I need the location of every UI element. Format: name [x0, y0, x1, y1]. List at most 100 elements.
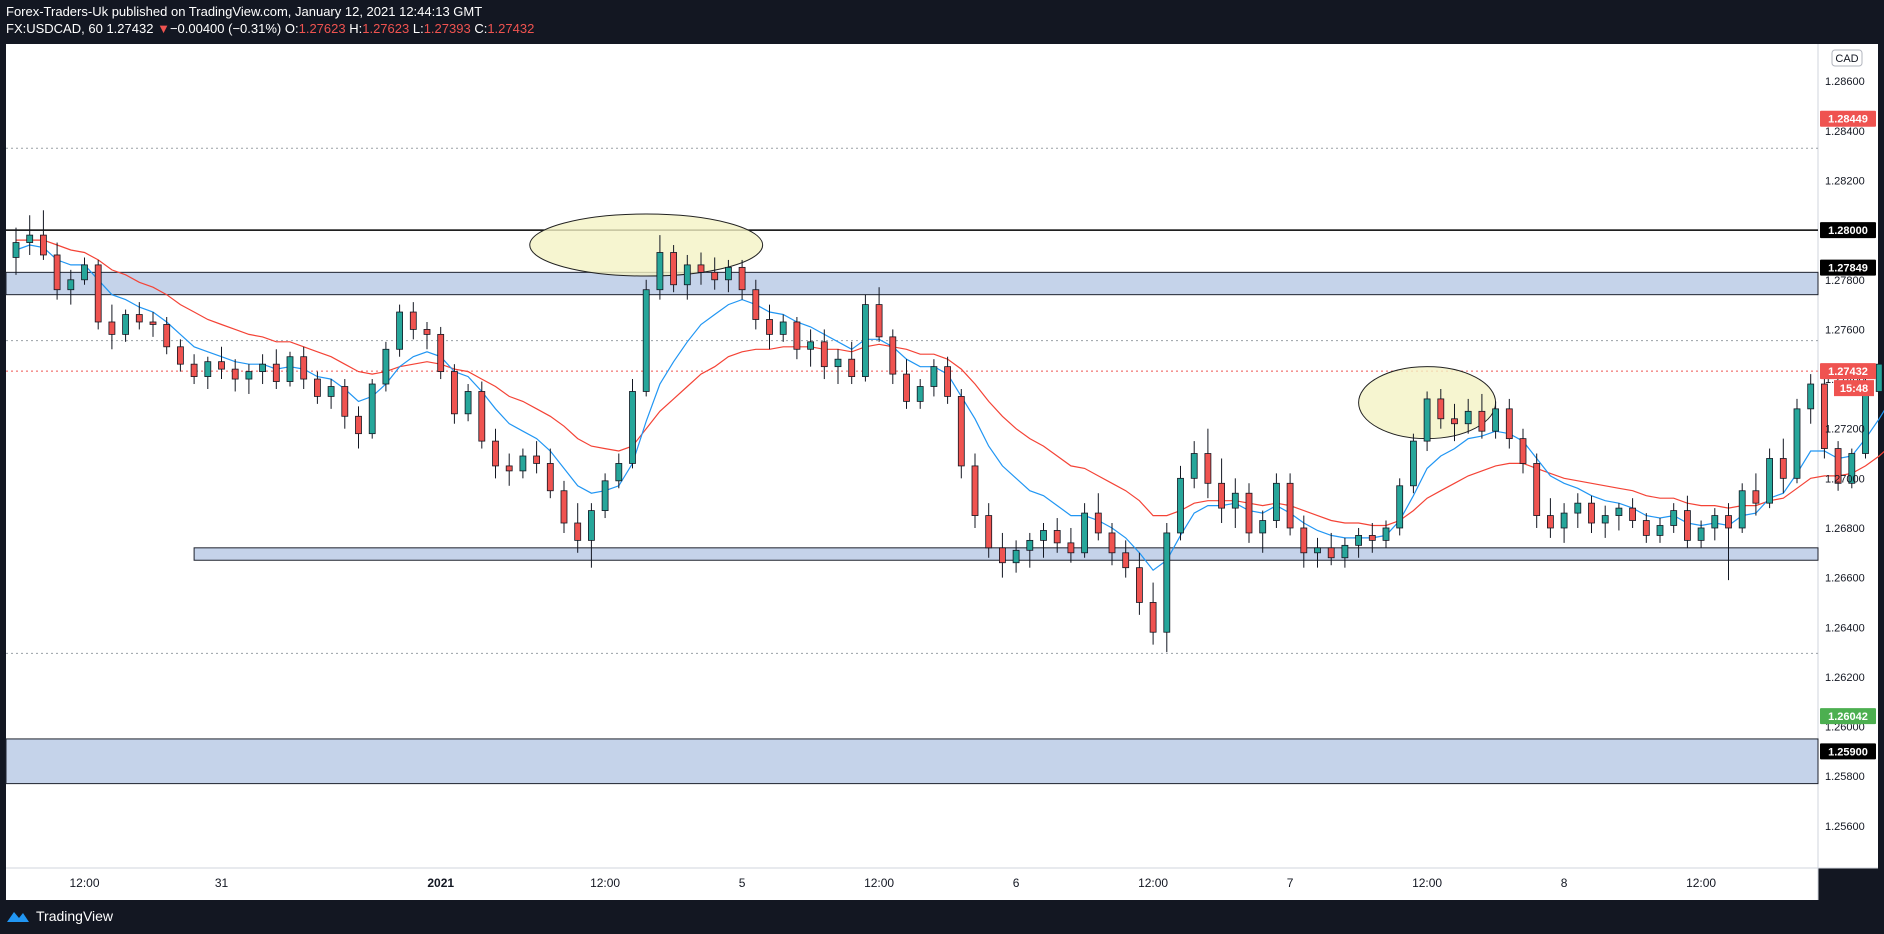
- price-label-bg: [1820, 259, 1876, 276]
- candle-body: [1273, 482, 1280, 521]
- price-tick-label: 1.27200: [1825, 424, 1865, 436]
- candle-body: [1697, 527, 1705, 541]
- candle: [725, 259, 732, 293]
- candle: [1615, 503, 1623, 531]
- candle-body: [259, 363, 267, 373]
- currency-badge[interactable]: CAD: [1831, 49, 1863, 67]
- candle: [1547, 498, 1554, 538]
- candle-body: [53, 254, 61, 291]
- candle: [656, 235, 664, 300]
- candle: [437, 326, 445, 380]
- high-label: H:: [349, 21, 363, 36]
- candle-body: [807, 341, 814, 350]
- candle: [135, 302, 143, 330]
- candle: [122, 309, 129, 342]
- candle-body: [450, 371, 458, 415]
- candle-body: [834, 358, 842, 368]
- candle: [793, 317, 801, 360]
- candle: [1519, 428, 1527, 474]
- candle: [1396, 478, 1404, 536]
- candle-body: [231, 368, 239, 380]
- price-label-2: 1.27849: [1820, 259, 1876, 276]
- candle: [300, 346, 308, 389]
- candle-body: [423, 329, 431, 335]
- candle: [423, 321, 431, 350]
- candle: [1410, 433, 1417, 494]
- candle: [834, 349, 842, 385]
- candle-body: [519, 455, 527, 472]
- candle: [259, 354, 267, 385]
- candle-body: [738, 266, 746, 291]
- footer-brand[interactable]: TradingView: [6, 906, 113, 926]
- price-axis[interactable]: [1818, 44, 1878, 868]
- price-tick-label: 1.26400: [1825, 622, 1865, 634]
- candle: [313, 371, 321, 404]
- candle: [889, 329, 897, 385]
- open-label: O:: [284, 21, 299, 36]
- candle: [464, 384, 472, 422]
- last-price: 1.27432: [106, 21, 154, 36]
- candle-body: [944, 366, 951, 397]
- plot-area[interactable]: [6, 44, 1818, 868]
- candle-body: [1437, 398, 1445, 420]
- candle: [1355, 527, 1362, 558]
- candle: [999, 532, 1006, 578]
- candle: [26, 215, 34, 255]
- candle-body: [903, 373, 910, 402]
- candle: [40, 210, 47, 260]
- price-tick-label: 1.26800: [1825, 523, 1865, 535]
- candle: [409, 302, 417, 340]
- price-label-5: 1.25900: [1820, 743, 1876, 760]
- candle: [862, 294, 869, 382]
- candle-body: [1615, 507, 1623, 516]
- symbol-label[interactable]: FX:USDCAD, 60: [6, 21, 103, 36]
- candle: [1231, 478, 1239, 528]
- candle-body: [1793, 408, 1801, 479]
- candle-body: [1766, 458, 1773, 504]
- candle: [1081, 503, 1088, 558]
- candle: [1286, 473, 1294, 536]
- candle: [779, 314, 787, 342]
- candle: [930, 359, 938, 397]
- candle: [1190, 441, 1198, 489]
- candle: [450, 364, 458, 424]
- candle: [1684, 495, 1691, 548]
- candle: [53, 242, 61, 300]
- candle-body: [670, 252, 677, 286]
- candle: [957, 388, 965, 479]
- price-label-text: 1.28449: [1828, 114, 1868, 126]
- candle-body: [163, 324, 171, 348]
- price-tick-label: 1.27800: [1825, 275, 1865, 287]
- time-tick-label: 31: [215, 876, 229, 890]
- candle: [1341, 537, 1349, 568]
- candle: [505, 453, 513, 486]
- candle: [1656, 518, 1664, 543]
- candle-body: [560, 490, 568, 524]
- candle-body: [1053, 530, 1061, 544]
- candle: [642, 279, 650, 397]
- candle: [190, 354, 198, 385]
- currency-label: CAD: [1835, 53, 1858, 65]
- candle: [601, 473, 609, 519]
- candle: [1327, 532, 1335, 566]
- candle: [1492, 401, 1499, 439]
- candle: [670, 245, 677, 293]
- candle-body: [1588, 502, 1595, 524]
- candle: [1273, 473, 1280, 528]
- candle-body: [1259, 520, 1267, 534]
- candle-body: [971, 465, 979, 516]
- candle-body: [1108, 532, 1116, 554]
- candle-body: [1807, 383, 1815, 410]
- candle-body: [533, 455, 540, 464]
- candle: [204, 356, 212, 389]
- candle: [519, 448, 527, 479]
- candle: [807, 329, 814, 367]
- candle-body: [1190, 453, 1198, 479]
- time-axis[interactable]: [6, 868, 1818, 900]
- candle: [1423, 391, 1431, 452]
- candle-body: [875, 304, 883, 338]
- candle-body: [1231, 492, 1239, 509]
- candle: [478, 381, 486, 449]
- price-tick-label: 1.27600: [1825, 324, 1865, 336]
